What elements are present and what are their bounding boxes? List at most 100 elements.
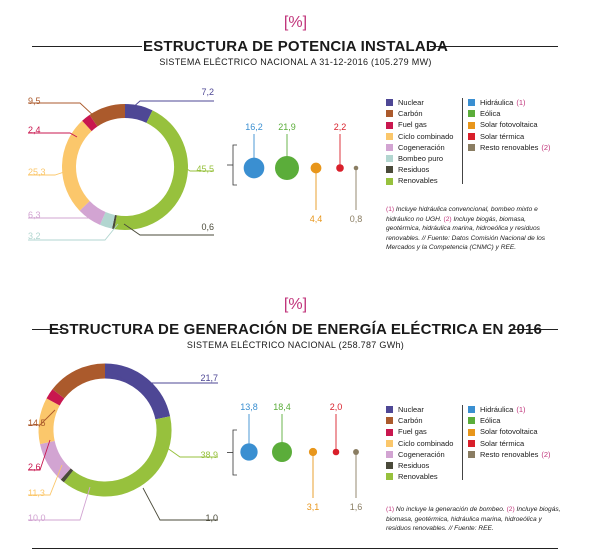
footnote-tag: (2)	[506, 506, 515, 513]
legend-item-nuclear: Nuclear	[386, 97, 453, 108]
title-rule-right	[510, 329, 558, 331]
legend-item-residuos: Residuos	[386, 460, 453, 471]
legend-label: Ciclo combinado	[398, 438, 454, 448]
title-rule-right	[430, 46, 558, 48]
legend-item-resto-renovables: Resto renovables (2)	[468, 449, 551, 460]
legend-label: Residuos	[398, 461, 430, 471]
legend-label: Solar fotovoltaica	[480, 427, 538, 437]
legend-swatch	[468, 406, 475, 414]
legend-label: Carbón	[398, 109, 423, 119]
slice-label-ciclo-combinado: 25,3	[28, 167, 46, 177]
legend-swatch	[468, 428, 475, 436]
leader-line-carbon	[28, 102, 96, 118]
leader-line-nuclear	[111, 371, 218, 384]
footnote-generacion: (1) No incluye la generación de bombeo. …	[386, 505, 562, 534]
legend-item-residuos: Residuos	[386, 164, 453, 175]
leader-line-residuos	[142, 487, 218, 521]
slice-label-renovables: 45,5	[196, 164, 214, 174]
title-rule-left	[32, 329, 62, 331]
footnote-potencia: (1) Incluye hidráulica convencional, bom…	[386, 205, 562, 253]
percent-symbol: [%]	[283, 296, 308, 313]
legend-swatch	[386, 110, 393, 118]
legend-label: Hidráulica	[480, 405, 514, 414]
bubble-hidraulica	[240, 443, 258, 461]
legend-swatch	[468, 99, 475, 107]
donut-slice-ciclo-combinado	[38, 398, 60, 445]
donut-slice-cogeneracion	[40, 440, 71, 480]
slice-label-nuclear: 7,2	[201, 87, 214, 97]
legend-swatch	[468, 439, 475, 447]
footnote-text: No incluye la generación de bombeo.	[394, 506, 507, 513]
bubble-label-solar-fotovoltaica: 3,1	[307, 502, 320, 512]
leader-line-renovables	[162, 444, 218, 458]
legend-footnote-tag: (1)	[516, 98, 526, 107]
donut-slice-cogeneracion	[79, 200, 106, 225]
legend-item-renovables: Renovables	[386, 175, 453, 186]
legend-separator	[462, 98, 463, 184]
bubble-solar-fotovoltaica	[310, 162, 322, 174]
legend-swatch	[386, 143, 393, 151]
bubble-label-hidraulica: 13,8	[240, 402, 258, 412]
bubble-label-solar-fotovoltaica: 4,4	[310, 214, 323, 224]
leader-line-fuel-gas	[28, 439, 51, 471]
donut-slice-carbon	[52, 363, 106, 399]
legend-item-renovables: Renovables	[386, 471, 453, 482]
legend-item-eolica: Eólica	[468, 415, 551, 426]
bubble-label-hidraulica: 16,2	[245, 122, 263, 132]
legend-label: Cogeneración	[398, 449, 445, 459]
slice-label-residuos: 1,0	[205, 513, 218, 523]
legend-label: Residuos	[398, 165, 430, 175]
legend-label: Renovables	[398, 176, 438, 186]
donut-slice-fuel-gas	[82, 114, 98, 132]
leader-line-cogeneracion	[28, 486, 91, 521]
slice-label-residuos: 0,6	[201, 222, 214, 232]
legend-label: Resto renovables	[480, 449, 539, 459]
legend-swatch	[468, 143, 475, 151]
legend-swatch	[386, 450, 393, 458]
bubble-label-solar-termica: 2,2	[334, 122, 347, 132]
slice-label-fuel-gas: 2,6	[28, 462, 41, 472]
bubble-eolica	[272, 442, 292, 462]
legend-swatch	[386, 439, 393, 447]
renewables-bracket	[232, 144, 237, 186]
leader-line-renovables	[180, 164, 214, 172]
donut-slice-fuel-gas	[46, 389, 65, 406]
percent-symbol: [%]	[283, 14, 308, 31]
renewables-bracket	[232, 429, 237, 476]
slice-label-renovables: 38,9	[200, 450, 218, 460]
chart-subtitle: SISTEMA ELÉCTRICO NACIONAL A 31-12-2016 …	[159, 57, 432, 67]
legend-item-fuel-gas: Fuel gas	[386, 426, 453, 437]
title-rule-left	[32, 46, 142, 48]
legend-label: Ciclo combinado	[398, 131, 454, 141]
legend-label: Hidráulica	[480, 98, 514, 107]
bubble-eolica	[275, 156, 299, 180]
legend-swatch	[386, 155, 393, 163]
legend-label: Eólica	[480, 416, 501, 426]
slice-label-bombeo-puro: 3,2	[28, 231, 41, 241]
leader-line-residuos	[123, 223, 214, 236]
legend-swatch	[386, 177, 393, 185]
bubble-label-eolica: 18,4	[273, 402, 291, 412]
legend-label: Bombeo puro	[398, 154, 444, 164]
slice-label-nuclear: 21,7	[200, 373, 218, 383]
legend-item-solar-fotovoltaica: Solar fotovoltaica	[468, 119, 551, 130]
legend-item-carbon: Carbón	[386, 108, 453, 119]
legend-swatch	[386, 462, 393, 470]
leader-line-bombeo-puro	[28, 223, 119, 241]
legend-label: Resto renovables	[480, 142, 539, 152]
legend-swatch	[386, 417, 393, 425]
bubble-resto-renovables	[353, 449, 359, 455]
leader-line-ciclo-combinado	[28, 464, 63, 496]
legend-item-resto-renovables: Resto renovables (2)	[468, 142, 551, 153]
legend-swatch	[468, 110, 475, 118]
legend-label: Solar térmica	[480, 131, 525, 141]
donut-slice-carbon	[89, 104, 126, 127]
bottom-rule	[32, 548, 558, 549]
legend-label: Fuel gas	[398, 120, 427, 130]
legend-item-carbon: Carbón	[386, 415, 453, 426]
donut-slice-nuclear	[104, 363, 171, 420]
legend-swatch	[468, 450, 475, 458]
legend-separator	[462, 405, 463, 480]
legend-item-hidraulica: Hidráulica (1)	[468, 97, 551, 108]
donut-slice-bombeo-puro	[99, 211, 116, 229]
